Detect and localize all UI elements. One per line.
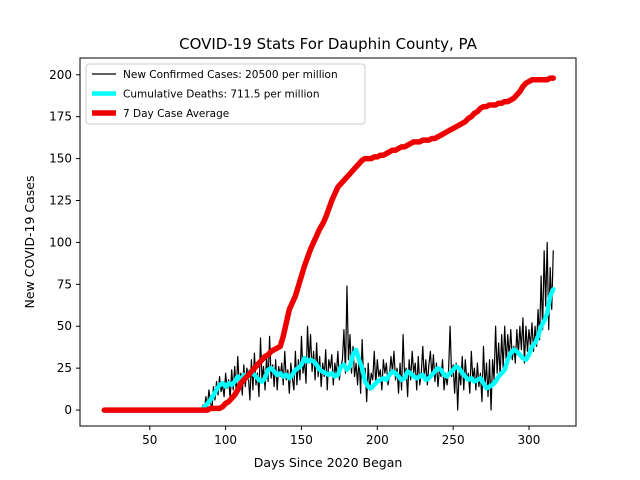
y-tick-label-175: 175: [49, 110, 72, 124]
y-tick-label-75: 75: [57, 277, 72, 291]
legend-box: [85, 63, 366, 125]
legend-label-1: New Confirmed Cases: 20500 per million: [123, 69, 338, 81]
legend-label-3: 7 Day Case Average: [123, 108, 229, 120]
y-tick-label-50: 50: [57, 319, 72, 333]
x-tick-label-50: 50: [142, 433, 157, 447]
x-tick-label-150: 150: [290, 433, 313, 447]
legend: New Confirmed Cases: 20500 per million Cu…: [85, 63, 366, 125]
y-tick-label-200: 200: [49, 68, 72, 82]
y-axis-label: New COVID-19 Cases: [22, 176, 37, 309]
y-tick-label-0: 0: [64, 403, 72, 417]
y-tick-label-150: 150: [49, 152, 72, 166]
plot-area: 50 100 150 200 250 300 0 25 50 75 100 125 150 175 200: [49, 57, 577, 447]
x-tick-label-200: 200: [366, 433, 389, 447]
series-lines: [101, 75, 556, 413]
x-tick-label-250: 250: [442, 433, 465, 447]
x-tick-label-300: 300: [518, 433, 541, 447]
series-line-2: [199, 287, 556, 413]
x-axis-label: Days Since 2020 Began: [254, 455, 403, 470]
series-line-3: [101, 75, 556, 413]
y-tick-label-25: 25: [57, 361, 72, 375]
chart-title: COVID-19 Stats For Dauphin County, PA: [179, 35, 478, 53]
y-tick-label-100: 100: [49, 235, 72, 249]
y-tick-label-125: 125: [49, 194, 72, 208]
x-tick-label-100: 100: [214, 433, 237, 447]
series-line-1: [103, 241, 554, 411]
legend-label-2: Cumulative Deaths: 711.5 per million: [123, 89, 320, 101]
